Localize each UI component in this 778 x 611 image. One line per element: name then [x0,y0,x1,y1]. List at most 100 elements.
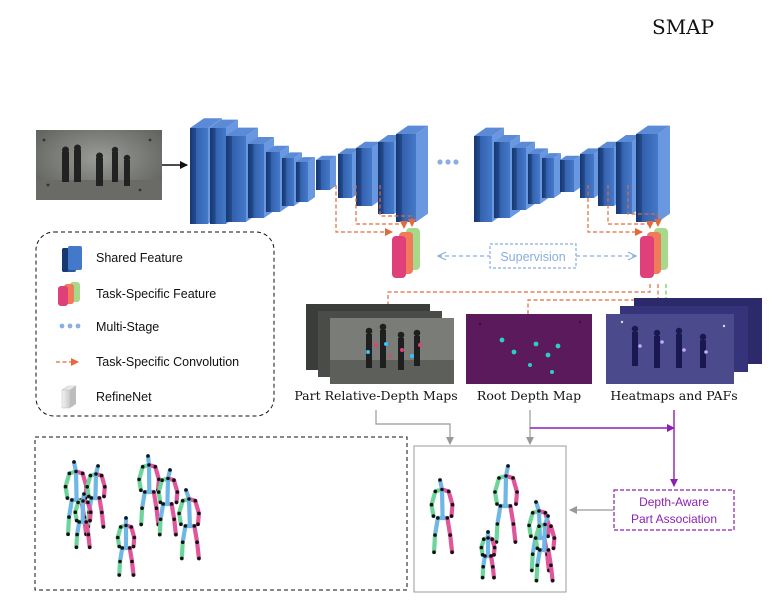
coarse-pose-5-joint-4 [533,536,538,540]
stage-2-block-9-edge [616,142,622,214]
refined-pose-7-joint-3 [86,500,90,505]
refined-pose-3-joint-5 [157,477,161,482]
coarse-pose-5-joint-13 [550,578,555,583]
coarse-pose-1-left-forearm [429,502,436,519]
coarse-pose-2-joint-4 [493,490,497,494]
refined-pose-4-joint-9 [169,502,174,506]
stage-2-block-6 [560,155,580,192]
refined-pose-5-joint-6 [117,544,122,549]
refined-pose-6-joint-13 [197,556,201,561]
association-line-1: Depth-Aware [639,495,709,509]
refined-pose-1-joint-6 [65,496,70,500]
refined-pose-5-left-thigh [117,545,125,564]
refined-pose-5-joint-9 [127,546,132,550]
refined-pose-2-joint-8 [89,496,94,500]
refined-pose-6-joint-10 [180,540,185,544]
refined-3d-poses [63,453,201,578]
stage-2-block-7-top [580,148,602,154]
refined-pose-6-joint-9 [192,524,197,528]
coarse-pose-2-joint-7 [514,502,518,506]
coarse-pose-5-joint-12 [534,578,539,583]
refined-pose-2-joint-0 [96,464,100,468]
refined-pose-6-right-thigh [192,523,200,545]
refined-pose-1-left-thigh [66,497,74,520]
refined-pose-1-torso [73,469,79,503]
stage-1-block-6-top [282,152,302,158]
stage-1-block-7-edge [296,162,301,202]
refined-pose-3-joint-11 [154,506,159,511]
stage-2-block-3-top [512,141,535,148]
coarse-pose-2-joint-12 [494,540,499,544]
coarse-pose-1-joint-5 [450,502,455,507]
stage-1-block-5-top [266,145,289,152]
refined-pose-2-torso [93,471,99,501]
coarse-pose-3-joint-3 [490,537,495,541]
coarse-pose-3-joint-1 [486,536,490,540]
refined-pose-5-joint-12 [117,573,122,577]
coarse-pose-5 [533,513,557,583]
stage-1-block-7-side [308,157,315,202]
stage-1-task-convolutions [335,185,416,236]
stage-1-task-specific-feature [392,228,420,278]
refined-pose-3-joint-8 [143,490,147,494]
refined-pose-2-right-thigh [97,495,104,515]
refined-pose-7-left-thigh [74,519,82,537]
stage-2-block-1-edge [474,136,480,222]
coarse-pose-5-joint-10 [535,563,540,568]
refined-pose-7-joint-0 [82,492,86,496]
refined-3d-poses-box [34,436,408,591]
refined-pose-5-joint-8 [120,546,125,550]
refined-pose-5-joint-7 [131,544,136,549]
coarse-pose-2-right-shin [511,521,518,545]
refined-pose-7-joint-5 [88,510,93,514]
coarse-pose-1-joint-11 [448,533,453,537]
refined-pose-5-joint-2 [118,525,123,529]
refined-pose-3-joint-10 [140,506,144,511]
refined-pose-7-joint-4 [73,510,78,514]
refined-pose-7-joint-7 [88,518,92,523]
refined-pose-3-right-upper-arm [153,464,161,482]
coarse-pose-2-torso [503,473,509,509]
refined-pose-4-joint-8 [161,502,165,506]
coarse-pose-3-left-shin [480,564,486,580]
coarse-pose-5-joint-7 [551,546,556,551]
refined-pose-4-joint-13 [174,532,178,537]
refined-pose-4-joint-10 [158,517,163,522]
refined-pose-5-joint-3 [129,525,134,529]
coarse-pose-3-joint-0 [486,530,490,534]
diagram-title: SMAP [652,15,714,39]
stage-1-block-2-edge [210,128,216,224]
refined-pose-4-joint-0 [168,468,172,472]
stage-1-block-12 [396,125,428,222]
coarse-pose-4-left-shin [529,552,535,573]
input-image [36,130,162,200]
refined-pose-6-left-upper-arm [177,498,185,516]
legend-label-multi-stage: Multi-Stage [96,320,159,334]
heatmaps-pafs-label: Heatmaps and PAFs [610,388,737,403]
refined-pose-4-joint-4 [156,490,161,494]
refined-pose-6-left-thigh [180,523,188,545]
refined-pose-1-left-upper-arm [63,471,72,489]
stage-1-block-10 [356,141,381,206]
stage-1-block-11-edge [378,142,384,214]
refined-pose-3-joint-4 [137,477,141,482]
stage-1-block-9-edge [338,154,343,198]
legend-label-task-specific-feature: Task-Specific Feature [96,287,216,301]
refined-pose-2-joint-13 [101,525,106,529]
stage-1-block-6-edge [282,158,287,206]
refined-pose-5 [115,515,137,578]
stage-1-block-8 [316,155,336,190]
coarse-pose-5-joint-9 [546,548,551,552]
stage-1-block-4-edge [248,144,254,218]
stage-2-block-5-top [542,153,561,158]
stage-1-block-12-edge [396,134,402,222]
refined-pose-7-joint-11 [86,532,91,537]
coarse-pose-3-joint-7 [492,553,496,557]
stage-2-block-5 [542,153,561,198]
refined-pose-5-right-thigh [127,545,135,564]
stage-1-task-feature-layer-pink [392,236,406,278]
refined-pose-7-joint-12 [74,545,79,549]
coarse-pose-5-right-shin [548,563,555,583]
coarse-pose-2-joint-10 [495,522,500,526]
refined-pose-1-left-shin [65,514,72,537]
